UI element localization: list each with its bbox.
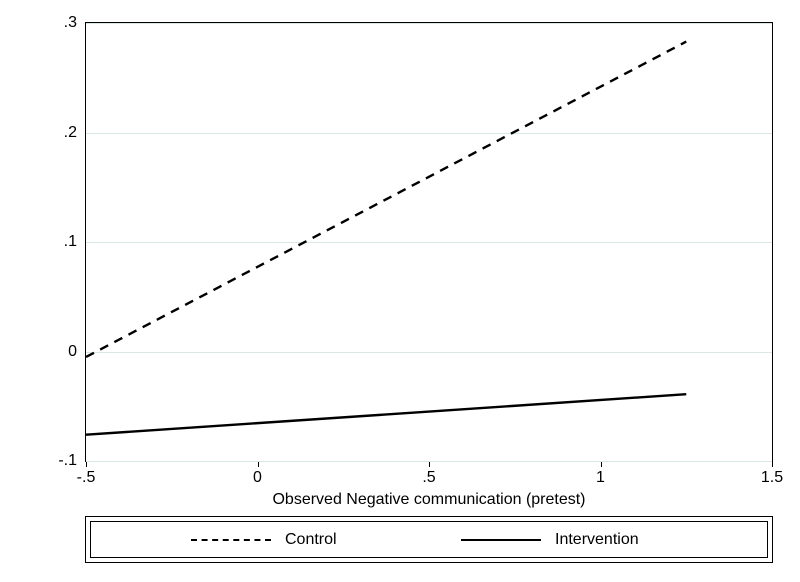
x-tick-label: 1 bbox=[596, 469, 605, 487]
legend-line-sample bbox=[461, 539, 541, 541]
x-tick-label: 1.5 bbox=[761, 469, 783, 487]
x-tick-mark bbox=[772, 462, 773, 467]
series-control bbox=[86, 42, 686, 357]
y-tick-label: .1 bbox=[27, 233, 77, 251]
series-intervention bbox=[86, 394, 686, 435]
y-tick-label: .3 bbox=[27, 14, 77, 32]
legend-line-sample bbox=[191, 539, 271, 541]
x-tick-label: -.5 bbox=[77, 469, 96, 487]
x-tick-label: .5 bbox=[422, 469, 435, 487]
x-axis-label: Observed Negative communication (pretest… bbox=[272, 491, 585, 509]
y-tick-label: .2 bbox=[27, 124, 77, 142]
y-tick-label: -.1 bbox=[27, 452, 77, 470]
legend-item-intervention: Intervention bbox=[461, 522, 639, 557]
legend-label: Control bbox=[285, 531, 337, 549]
x-tick-mark bbox=[601, 462, 602, 467]
y-tick-label: 0 bbox=[27, 343, 77, 361]
figure: -.1 0 .1 .2 .3 -.5 0 .5 1 1.5 Observed Negative … bbox=[0, 0, 800, 582]
x-tick-label: 0 bbox=[253, 469, 262, 487]
x-tick-mark bbox=[258, 462, 259, 467]
plot-area bbox=[85, 22, 773, 462]
legend-label: Intervention bbox=[555, 531, 639, 549]
x-tick-mark bbox=[86, 462, 87, 467]
legend: Control Intervention bbox=[85, 516, 773, 563]
x-tick-mark bbox=[429, 462, 430, 467]
legend-item-control: Control bbox=[191, 522, 337, 557]
legend-inner: Control Intervention bbox=[90, 521, 768, 558]
series-lines bbox=[86, 23, 772, 461]
